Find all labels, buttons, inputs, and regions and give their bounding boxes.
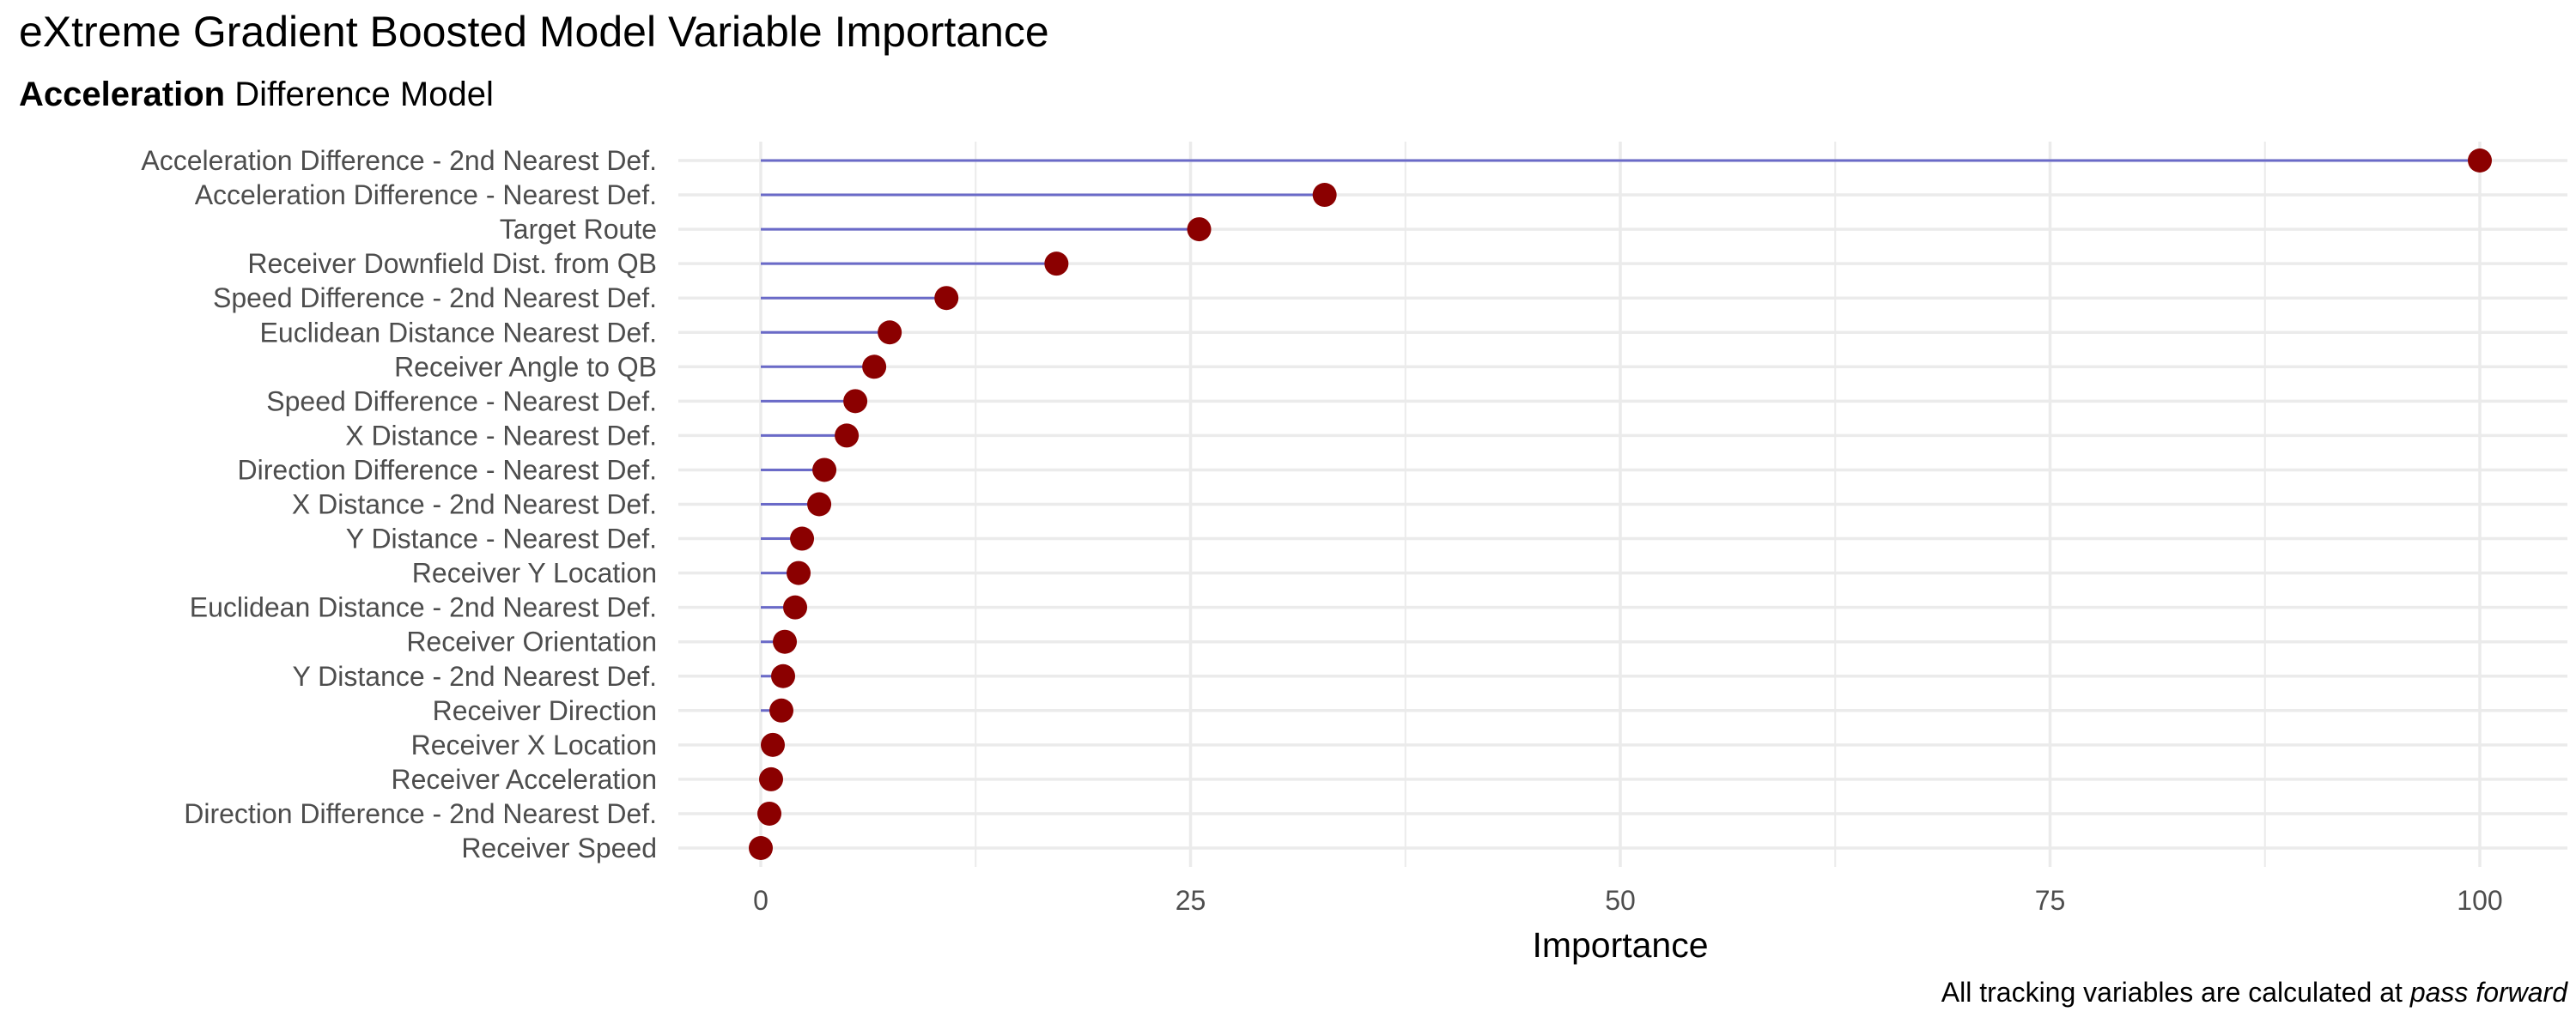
caption-emphasis: pass forward	[2409, 977, 2567, 1008]
lollipop-point	[862, 354, 887, 379]
y-tick-label: Speed Difference - 2nd Nearest Def.	[213, 282, 657, 313]
y-tick-label: Target Route	[500, 214, 657, 245]
y-tick-label: Acceleration Difference - 2nd Nearest De…	[141, 145, 657, 176]
subtitle-bold: Acceleration	[19, 76, 226, 113]
lollipop-point	[773, 629, 798, 654]
y-axis-labels: Acceleration Difference - 2nd Nearest De…	[141, 145, 657, 863]
lollipop-point	[761, 732, 786, 757]
lollipop-point	[749, 836, 773, 860]
y-tick-label: Receiver Y Location	[412, 558, 657, 589]
lollipop-point	[843, 389, 868, 414]
chart-title: eXtreme Gradient Boosted Model Variable …	[19, 8, 1049, 56]
x-tick-label: 50	[1605, 885, 1636, 916]
horizontal-gridlines	[678, 159, 2567, 850]
y-tick-label: Receiver Speed	[461, 833, 657, 863]
lollipop-point	[835, 423, 860, 448]
lollipop-point	[1044, 251, 1069, 276]
lollipop-segments	[761, 159, 2480, 815]
y-tick-label: Acceleration Difference - Nearest Def.	[195, 179, 657, 210]
lollipop-point	[878, 320, 902, 345]
y-tick-label: Y Distance - 2nd Nearest Def.	[293, 661, 658, 692]
x-tick-label: 75	[2035, 885, 2066, 916]
lollipop-point	[757, 801, 782, 826]
y-tick-label: Direction Difference - 2nd Nearest Def.	[184, 798, 657, 829]
y-tick-label: X Distance - Nearest Def.	[345, 420, 657, 451]
lollipop-points	[749, 148, 2492, 860]
y-tick-label: Receiver Downfield Dist. from QB	[247, 248, 657, 279]
y-tick-label: Receiver Direction	[433, 695, 657, 726]
caption-text: All tracking variables are calculated at	[1941, 977, 2410, 1008]
x-axis-tick-labels: 0 25 50 75 100	[753, 885, 2503, 916]
lollipop-point	[759, 766, 784, 791]
lollipop-point	[1312, 183, 1337, 208]
y-tick-label: Receiver Angle to QB	[394, 351, 657, 382]
lollipop-point	[790, 526, 815, 551]
lollipop-point	[787, 560, 811, 585]
y-tick-label: Receiver Acceleration	[392, 764, 657, 795]
y-tick-label: Euclidean Distance - 2nd Nearest Def.	[190, 592, 657, 623]
y-tick-label: Y Distance - Nearest Def.	[346, 524, 657, 554]
lollipop-point	[1187, 217, 1212, 242]
y-tick-label: Euclidean Distance Nearest Def.	[260, 317, 657, 348]
x-tick-label: 100	[2457, 885, 2502, 916]
subtitle-rest: Difference Model	[225, 76, 494, 113]
lollipop-point	[2468, 148, 2492, 173]
x-axis-title: Importance	[1532, 925, 1708, 965]
lollipop-point	[771, 663, 796, 688]
y-tick-label: Receiver X Location	[411, 730, 657, 760]
chart-subtitle: Acceleration Difference Model	[19, 76, 494, 114]
lollipop-point	[807, 492, 832, 517]
x-tick-label: 25	[1176, 885, 1206, 916]
chart-caption: All tracking variables are calculated at…	[1941, 977, 2567, 1009]
lollipop-point	[812, 457, 837, 482]
y-tick-label: Receiver Orientation	[406, 627, 657, 657]
lollipop-point	[769, 698, 794, 723]
y-tick-label: Speed Difference - Nearest Def.	[266, 385, 657, 416]
lollipop-point	[783, 595, 808, 620]
x-tick-label: 0	[753, 885, 769, 916]
y-tick-label: Direction Difference - Nearest Def.	[238, 454, 657, 485]
lollipop-point	[934, 286, 959, 311]
y-tick-label: X Distance - 2nd Nearest Def.	[292, 489, 657, 520]
